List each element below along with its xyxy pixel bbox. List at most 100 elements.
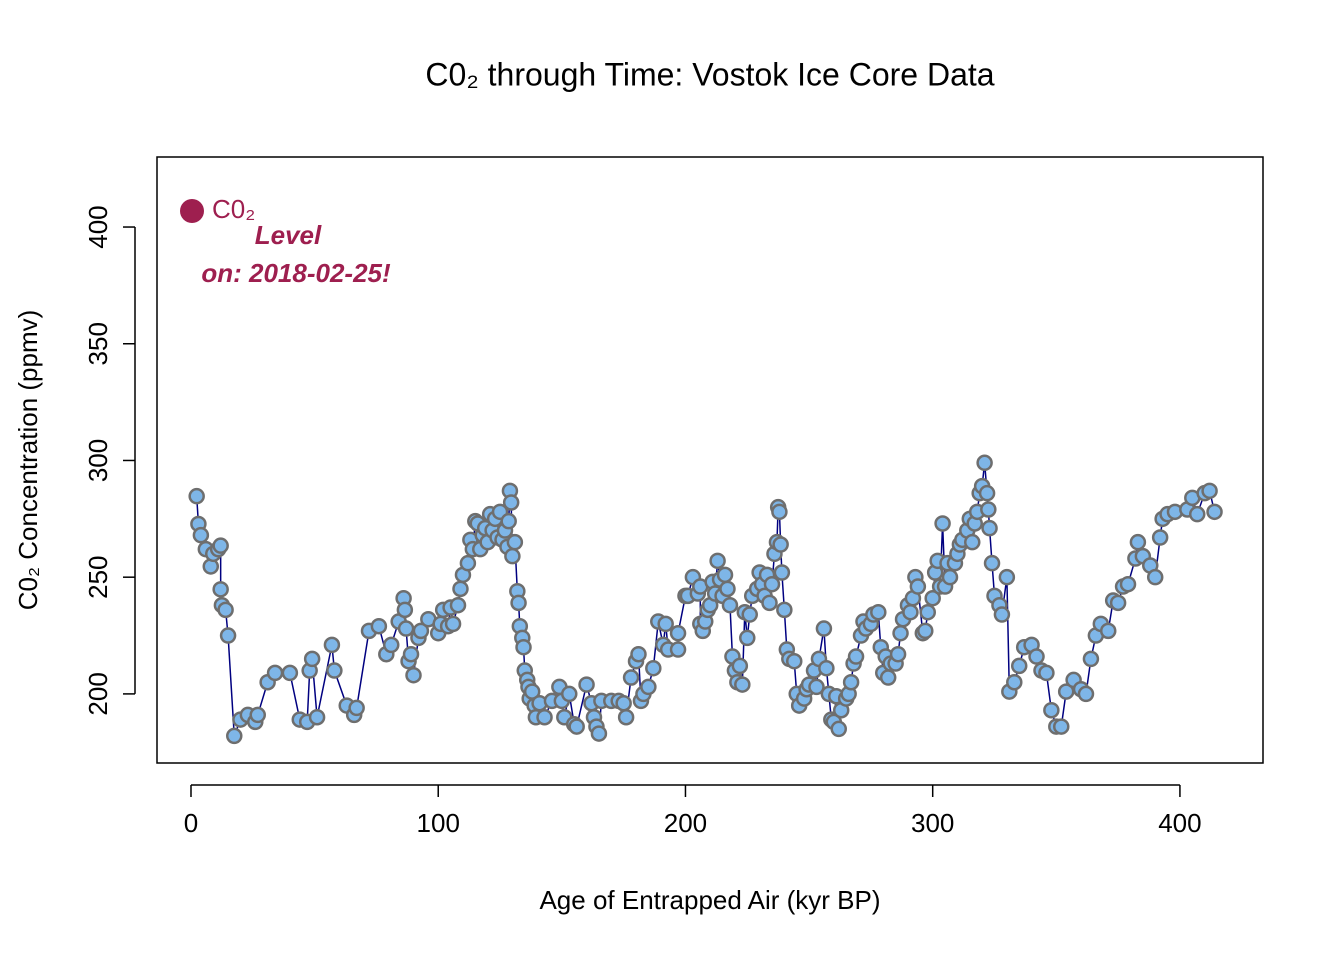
data-point bbox=[657, 615, 674, 633]
data-point bbox=[405, 666, 422, 684]
data-point bbox=[397, 620, 415, 637]
legend-marker bbox=[180, 199, 204, 223]
data-point bbox=[870, 603, 887, 621]
data-point bbox=[879, 669, 897, 686]
data-point bbox=[561, 685, 578, 703]
data-point bbox=[830, 720, 847, 738]
data-point bbox=[1151, 529, 1169, 546]
data-point bbox=[934, 515, 951, 532]
data-point bbox=[771, 503, 788, 521]
data-point bbox=[188, 487, 205, 505]
data-point bbox=[808, 678, 825, 696]
data-point bbox=[510, 594, 527, 612]
legend-label: C0₂ bbox=[212, 194, 255, 224]
y-tick-label: 200 bbox=[83, 672, 113, 715]
data-point bbox=[709, 552, 726, 570]
data-point bbox=[785, 652, 803, 670]
data-point bbox=[978, 484, 996, 502]
data-point bbox=[847, 648, 865, 665]
data-point bbox=[281, 664, 299, 682]
data-point bbox=[452, 580, 469, 598]
data-point bbox=[1053, 718, 1070, 735]
data-point bbox=[1043, 701, 1060, 719]
data-point bbox=[773, 564, 791, 581]
data-point bbox=[924, 589, 941, 607]
data-point bbox=[763, 575, 781, 593]
data-point bbox=[731, 657, 749, 675]
data-point bbox=[323, 636, 341, 654]
data-point bbox=[1077, 685, 1095, 703]
data-point bbox=[326, 662, 343, 679]
data-point bbox=[212, 537, 229, 554]
data-point bbox=[622, 669, 640, 686]
data-point bbox=[303, 650, 321, 668]
data-point bbox=[308, 708, 326, 726]
data-point bbox=[590, 725, 608, 742]
data-point bbox=[993, 606, 1011, 623]
data-point bbox=[396, 601, 414, 619]
data-point bbox=[249, 706, 266, 724]
data-point bbox=[1109, 594, 1127, 612]
data-point bbox=[412, 622, 430, 640]
data-point bbox=[1010, 657, 1028, 675]
data-point bbox=[902, 603, 919, 621]
y-tick-label: 350 bbox=[83, 322, 113, 365]
data-point bbox=[402, 645, 420, 663]
data-point bbox=[669, 624, 687, 642]
data-point bbox=[504, 547, 521, 565]
data-point bbox=[919, 603, 937, 621]
data-point bbox=[1006, 673, 1023, 691]
data-point bbox=[444, 615, 462, 633]
data-point bbox=[1028, 648, 1045, 665]
data-point bbox=[1206, 503, 1223, 521]
data-point bbox=[266, 664, 284, 682]
data-point bbox=[640, 678, 657, 696]
data-point bbox=[219, 627, 237, 644]
data-point bbox=[734, 676, 751, 693]
data-point bbox=[719, 580, 736, 598]
data-point bbox=[739, 629, 756, 647]
data-point bbox=[459, 554, 477, 572]
chart-title: C0₂ through Time: Vostok Ice Core Data bbox=[425, 56, 994, 92]
data-point bbox=[1201, 482, 1218, 500]
data-point bbox=[383, 636, 400, 654]
data-point bbox=[515, 638, 532, 656]
data-point bbox=[980, 501, 997, 518]
y-tick-label: 250 bbox=[83, 555, 113, 598]
data-point bbox=[976, 454, 993, 472]
data-point bbox=[615, 694, 632, 712]
data-point bbox=[892, 624, 909, 642]
data-point bbox=[1188, 505, 1206, 523]
data-point bbox=[721, 596, 739, 614]
data-point bbox=[1146, 568, 1164, 586]
y-axis-label: C0₂ Concentration (ppmv) bbox=[13, 310, 43, 611]
data-point bbox=[500, 512, 517, 530]
annotation: Level bbox=[255, 220, 322, 250]
x-tick-label: 100 bbox=[417, 808, 460, 838]
data-point bbox=[669, 641, 687, 658]
data-point bbox=[716, 566, 734, 584]
data-point bbox=[536, 708, 553, 726]
data-point bbox=[741, 606, 758, 623]
data-point bbox=[192, 526, 210, 544]
data-point bbox=[617, 708, 635, 726]
data-point bbox=[370, 617, 388, 635]
data-point bbox=[983, 554, 1001, 572]
y-tick-label: 400 bbox=[83, 205, 113, 248]
data-point bbox=[502, 494, 520, 511]
plot-frame bbox=[156, 156, 1264, 764]
data-point bbox=[981, 519, 998, 537]
x-axis-label: Age of Entrapped Air (kyr BP) bbox=[539, 885, 880, 915]
data-point bbox=[348, 699, 365, 717]
data-point bbox=[226, 727, 243, 745]
data-point bbox=[568, 718, 585, 735]
annotation: on: 2018-02-25! bbox=[201, 258, 391, 288]
x-tick-label: 0 bbox=[184, 808, 198, 838]
data-point bbox=[630, 645, 647, 663]
data-point bbox=[772, 536, 789, 553]
data-point bbox=[998, 568, 1016, 586]
data-point bbox=[506, 533, 524, 551]
data-point bbox=[217, 601, 234, 619]
data-point bbox=[1129, 533, 1147, 551]
data-point bbox=[909, 578, 927, 595]
